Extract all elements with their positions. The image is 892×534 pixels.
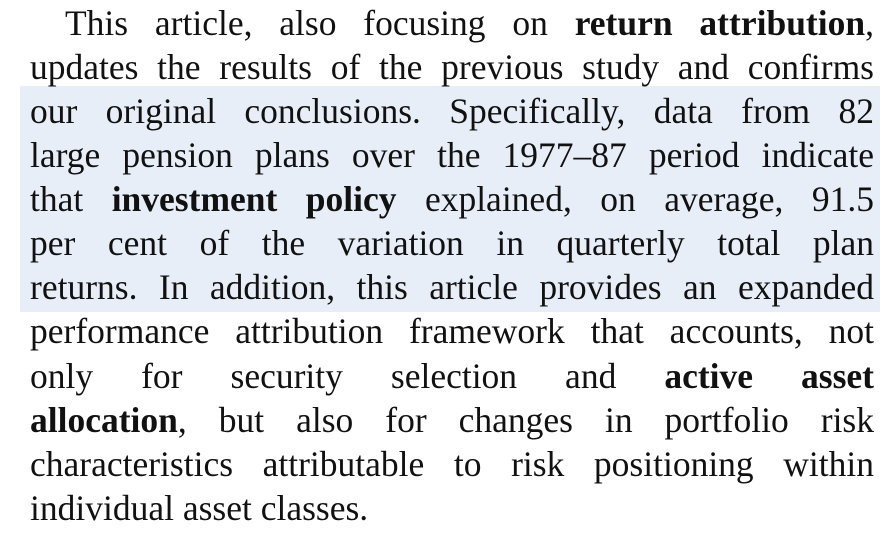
bold-term-active-asset: active asset [664,356,874,396]
paragraph-line: per cent of the variation in quarterly t… [30,223,874,263]
paragraph-line-last: individual asset classes. [30,488,369,528]
paragraph-line: returns. In addition, this article provi… [30,267,874,307]
bold-term-allocation: allocation [30,400,178,440]
paragraph-line: our original conclusions. Specifically, … [30,91,874,131]
bold-term-return-attribution: return attribution [574,3,866,43]
paragraph-line: characteristics attributable to risk pos… [30,444,874,484]
paragraph-line: updates the results of the previous stud… [30,47,874,87]
paragraph-line: large pension plans over the 1977–87 per… [30,135,874,175]
paragraph-line: allocation, but also for changes in port… [30,400,874,440]
paragraph-line: This article, also focusing on return at… [65,3,874,43]
paragraph-line: only for security selection and active a… [30,356,874,396]
bold-term-investment-policy: investment policy [111,179,397,219]
paragraph-line: performance attribution framework that a… [30,311,874,351]
text-selection-highlight [20,86,880,312]
paragraph-line: that investment policy explained, on ave… [30,179,874,219]
